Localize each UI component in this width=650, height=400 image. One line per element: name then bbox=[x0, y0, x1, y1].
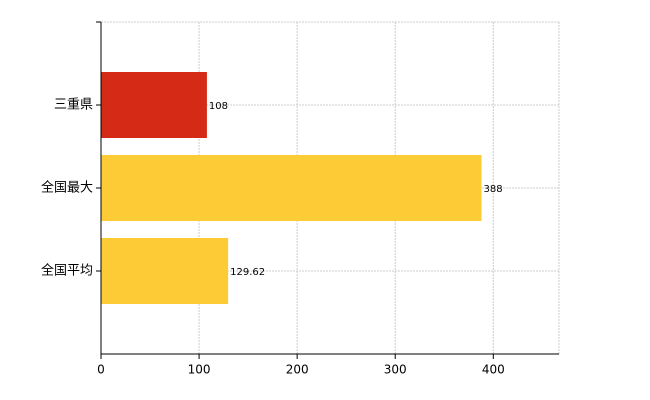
data-label: 129.62 bbox=[230, 267, 265, 278]
x-tick-label: 200 bbox=[286, 363, 309, 377]
x-tick-label: 100 bbox=[188, 363, 211, 377]
y-tick-label: 三重県 bbox=[54, 97, 93, 113]
y-tick-label: 全国最大 bbox=[41, 180, 93, 196]
bar bbox=[101, 72, 207, 138]
data-label: 108 bbox=[209, 101, 228, 112]
x-tick-label: 0 bbox=[97, 363, 105, 377]
bar bbox=[101, 238, 229, 304]
bar bbox=[101, 155, 482, 221]
x-tick-label: 300 bbox=[384, 363, 407, 377]
x-tick-label: 400 bbox=[482, 363, 505, 377]
y-tick-label: 全国平均 bbox=[41, 263, 93, 279]
data-label: 388 bbox=[484, 184, 503, 195]
